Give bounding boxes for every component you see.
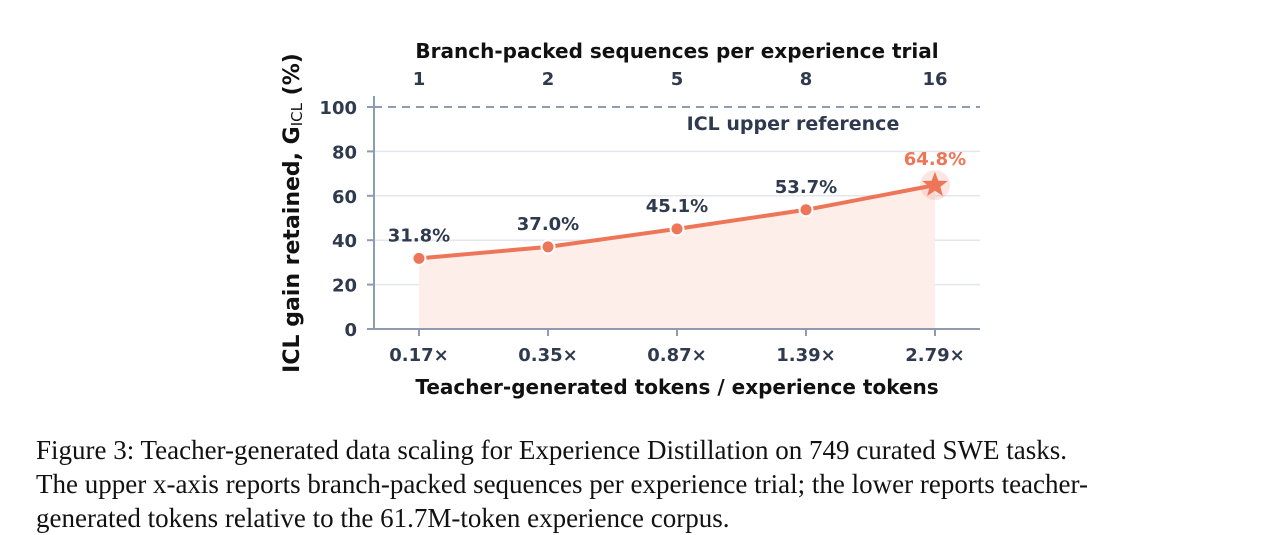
y-tick-label-80: 80 [332,142,357,163]
top-tick-label: 2 [542,69,555,90]
x-tick-label: 0.17× [389,345,449,366]
top-tick-label: 5 [671,69,684,90]
x-tick-label: 0.87× [647,345,707,366]
caption-line-2: The upper x-axis reports branch-packed s… [36,469,1088,499]
y-tick-label-60: 60 [332,187,357,208]
y-tick-label-20: 20 [332,276,357,297]
x-tick-label: 0.35× [518,345,578,366]
figure-caption: Figure 3: Teacher-generated data scaling… [36,433,1230,535]
data-label: 64.8% [904,149,966,170]
series-point [540,239,556,255]
y-axis-label-subscript: ICL [288,102,306,126]
y-axis-label-unit: (%) [280,53,305,103]
x-axis-label: Teacher-generated tokens / experience to… [415,375,938,399]
caption-line-1: Figure 3: Teacher-generated data scaling… [36,435,1067,465]
top-tick-label: 16 [922,69,947,90]
x-tick-label: 2.79× [905,345,965,366]
series-area-fill [419,185,935,329]
data-label: 31.8% [388,225,450,246]
top-tick-label: 1 [413,69,426,90]
series-point [411,250,427,266]
top-tick-label: 8 [800,69,813,90]
data-label: 45.1% [646,196,708,217]
y-tick-label-100: 100 [319,98,357,119]
data-label: 53.7% [775,177,837,198]
y-axis-label: ICL gain retained, GICL (%) [280,53,306,373]
series-point [669,221,685,237]
caption-line-3: generated tokens relative to the 61.7M-t… [36,503,730,533]
x-axis-ticks: 0.17× 0.35× 0.87× 1.39× 2.79× [389,329,965,366]
y-axis-label-main: ICL gain retained, G [280,126,305,373]
data-labels: 31.8% 37.0% 45.1% 53.7% 64.8% [388,149,966,246]
series-point-star [922,171,948,197]
reference-line-label: ICL upper reference [687,113,900,135]
top-axis-label: Branch-packed sequences per experience t… [415,39,938,63]
x-tick-label: 1.39× [776,345,836,366]
series-points [411,170,950,266]
y-tick-label-40: 40 [332,231,357,252]
y-tick-label-0: 0 [344,320,357,341]
y-axis-ticks: 0 20 40 60 80 100 [319,98,374,341]
top-axis-ticks: 1 2 5 8 16 [413,69,948,90]
data-label: 37.0% [517,214,579,235]
series-point [798,202,814,218]
